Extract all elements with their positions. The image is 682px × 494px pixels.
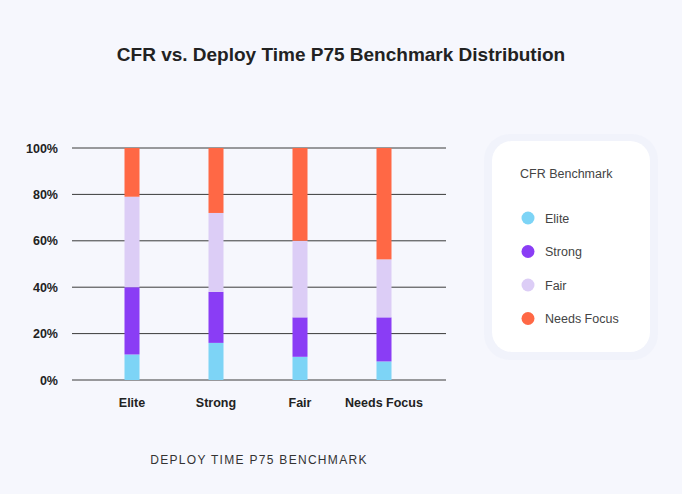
chart: CFR vs. Deploy Time P75 Benchmark Distri… (0, 0, 682, 494)
bar-segment (293, 317, 308, 356)
y-tick-label: 60% (33, 234, 58, 248)
legend-label: Elite (545, 212, 569, 226)
bar-segment (209, 292, 224, 343)
legend-shadow (484, 134, 658, 360)
legend-swatch (522, 245, 535, 258)
y-tick-label: 80% (33, 188, 58, 202)
bar-segment (125, 197, 140, 287)
bar-segment (125, 354, 140, 380)
legend: CFR Benchmark Elite Strong Fair Needs Focus (484, 134, 658, 360)
grid: 0% 20% 40% 60% 80% 100% (26, 142, 446, 388)
legend-label: Needs Focus (545, 312, 619, 326)
bar-segment (209, 213, 224, 292)
legend-label: Strong (545, 245, 582, 259)
x-tick-label: Strong (196, 396, 236, 410)
bar-segment (293, 241, 308, 318)
x-tick-label: Fair (289, 396, 312, 410)
bar-segment (125, 148, 140, 197)
bar-segment (209, 343, 224, 380)
bar-segment (377, 148, 392, 259)
x-tick-label: Needs Focus (345, 396, 423, 410)
bar-segment (377, 317, 392, 361)
y-tick-label: 100% (26, 142, 58, 156)
bars (125, 148, 392, 380)
y-tick-label: 40% (33, 281, 58, 295)
x-axis-title: DEPLOY TIME P75 BENCHMARK (150, 453, 367, 467)
bar-segment (293, 148, 308, 241)
legend-swatch (522, 279, 535, 292)
bar-segment (125, 287, 140, 354)
bar-segment (377, 259, 392, 317)
bar-segment (293, 357, 308, 380)
bar-segment (377, 361, 392, 380)
background (0, 0, 682, 494)
y-tick-label: 0% (40, 374, 58, 388)
legend-box (492, 141, 650, 352)
title: CFR vs. Deploy Time P75 Benchmark Distri… (117, 44, 565, 65)
bar-segment (209, 148, 224, 213)
x-tick-label: Elite (119, 396, 145, 410)
legend-label: Fair (545, 279, 567, 293)
y-tick-label: 20% (33, 327, 58, 341)
legend-title: CFR Benchmark (520, 167, 613, 181)
legend-swatch (522, 312, 535, 325)
legend-swatch (522, 212, 535, 225)
